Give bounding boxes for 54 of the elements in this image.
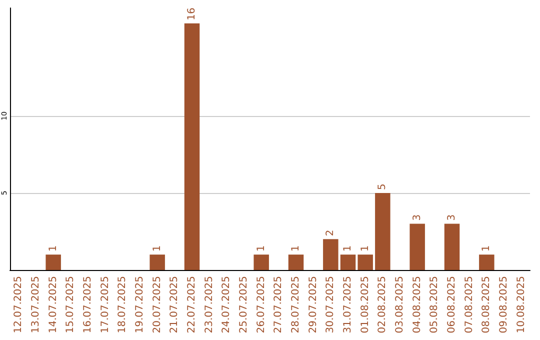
data-label: 16: [186, 8, 198, 20]
x-tick-label: 27.07.2025: [273, 276, 284, 334]
x-tick-label: 06.08.2025: [446, 276, 458, 334]
x-tick-label: 07.08.2025: [464, 276, 475, 334]
x-tick-label: 18.07.2025: [117, 276, 128, 334]
data-label: 1: [290, 245, 302, 252]
data-label: 1: [360, 245, 371, 252]
data-label: 3: [412, 214, 423, 221]
x-tick-label: 01.08.2025: [360, 276, 371, 334]
x-tick-label: 02.08.2025: [377, 276, 388, 334]
bar: [184, 23, 200, 270]
x-tick-label: 26.07.2025: [256, 276, 267, 334]
x-tick-label: 03.08.2025: [394, 276, 406, 334]
bar: [340, 254, 356, 270]
bar: [323, 239, 338, 270]
bar: [358, 254, 373, 270]
data-label: 1: [342, 245, 354, 252]
x-tick-label: 17.07.2025: [100, 276, 111, 334]
x-tick-label: 10.08.2025: [516, 276, 527, 334]
x-tick-label: 04.08.2025: [412, 276, 423, 334]
x-tick-label: 28.07.2025: [290, 276, 302, 334]
x-tick-label: 20.07.2025: [152, 276, 163, 334]
x-tick-label: 09.08.2025: [498, 276, 510, 334]
x-tick-label: 12.07.2025: [13, 276, 24, 334]
data-label: 1: [152, 245, 163, 252]
x-tick-label: 30.07.2025: [325, 276, 336, 334]
bar: [479, 254, 494, 270]
x-tick-label: 14.07.2025: [48, 276, 59, 334]
bar: [254, 254, 269, 270]
data-label: 1: [48, 245, 59, 252]
x-tick-label: 29.07.2025: [308, 276, 319, 334]
bar: [150, 254, 165, 270]
x-tick-label: 25.07.2025: [238, 276, 250, 334]
data-label: 3: [446, 214, 458, 221]
x-tick-label: 31.07.2025: [342, 276, 354, 334]
x-tick-label: 23.07.2025: [204, 276, 215, 334]
bar: [375, 192, 390, 270]
bar: [46, 254, 61, 270]
data-label: 1: [256, 245, 267, 252]
data-label: 1: [481, 245, 492, 252]
x-tick-label: 24.07.2025: [221, 276, 232, 334]
data-label: 5: [377, 184, 388, 190]
bar: [444, 224, 460, 270]
x-tick-label: 16.07.2025: [82, 276, 94, 334]
data-label: 2: [325, 230, 336, 236]
x-tick-label: 21.07.2025: [169, 276, 180, 334]
x-tick-label: 13.07.2025: [30, 276, 42, 334]
x-tick-label: 15.07.2025: [65, 276, 76, 334]
bar: [410, 224, 425, 270]
x-tick-label: 19.07.2025: [134, 276, 146, 334]
x-tick-label: 05.08.2025: [429, 276, 440, 334]
x-tick-label: 22.07.2025: [186, 276, 198, 334]
bar: [288, 254, 304, 270]
x-tick-label: 08.08.2025: [481, 276, 492, 334]
